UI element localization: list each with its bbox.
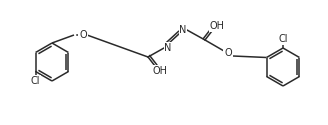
Text: Cl: Cl xyxy=(278,34,288,44)
Text: Cl: Cl xyxy=(31,76,40,86)
Text: O: O xyxy=(79,30,87,40)
Text: O: O xyxy=(224,48,232,58)
Text: N: N xyxy=(179,25,187,35)
Text: N: N xyxy=(164,43,172,53)
Text: OH: OH xyxy=(210,21,224,31)
Text: OH: OH xyxy=(153,66,168,76)
